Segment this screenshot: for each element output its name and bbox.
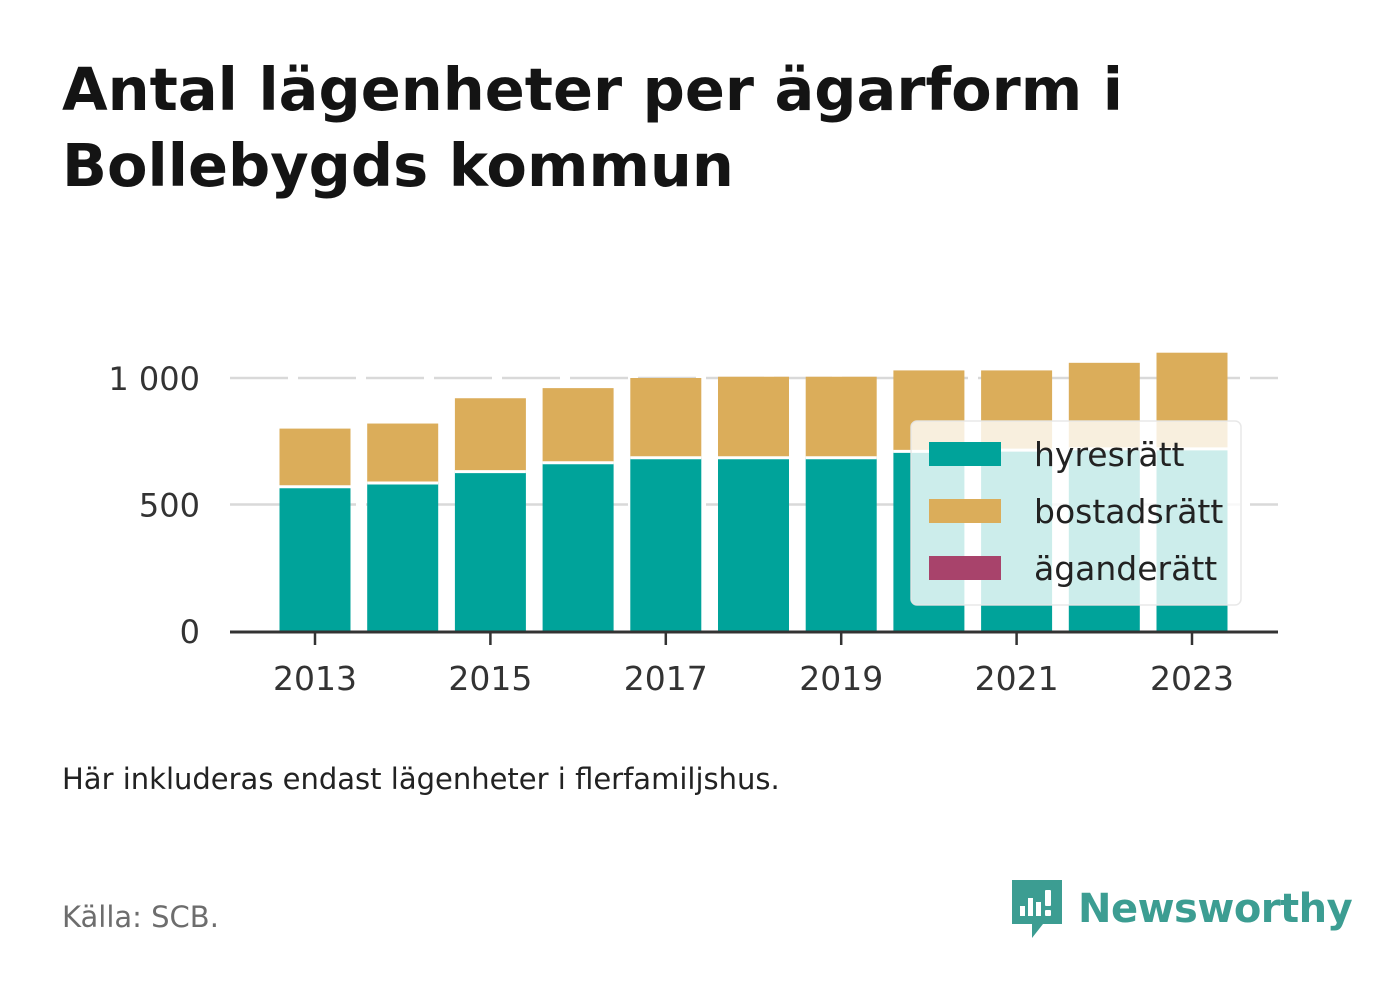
- y-tick-label: 0: [180, 613, 200, 651]
- bar-segment: [805, 376, 877, 458]
- x-tick-label: 2017: [624, 659, 708, 698]
- brand-logo[interactable]: Newsworthy: [1010, 878, 1353, 940]
- bar-segment: [279, 428, 351, 487]
- legend-swatch: [929, 556, 1001, 580]
- bar-segment: [367, 423, 439, 483]
- y-tick-label: 1 000: [108, 360, 200, 398]
- bar-segment: [630, 378, 702, 458]
- newsworthy-logo-icon: [1012, 880, 1062, 938]
- y-tick-label: 500: [139, 487, 200, 525]
- bar-segment: [542, 388, 614, 463]
- x-tick-label: 2019: [799, 659, 883, 698]
- legend-swatch: [929, 499, 1001, 523]
- chart-title: Antal lägenheter per ägarform i Bollebyg…: [62, 55, 1123, 200]
- bar-segment: [367, 482, 439, 631]
- bar-segment: [805, 457, 877, 631]
- x-axis: 2013 2015 2017 2019 2021 2023: [230, 630, 1278, 698]
- chart-note: Här inkluderas endast lägenheter i flerf…: [62, 762, 780, 796]
- source-text: Källa: SCB.: [62, 900, 219, 934]
- bar-segment: [718, 457, 789, 631]
- legend-label: äganderätt: [1034, 549, 1217, 588]
- bar-segment: [279, 486, 351, 631]
- x-tick-label: 2015: [448, 659, 532, 698]
- bars: [279, 352, 1228, 631]
- legend-swatch: [929, 442, 1001, 466]
- x-tick-label: 2023: [1150, 659, 1234, 698]
- legend-label: bostadsrätt: [1034, 492, 1223, 531]
- bar-segment: [630, 457, 702, 631]
- legend: hyresrätt bostadsrätt äganderätt: [910, 420, 1242, 606]
- brand-name: Newsworthy: [1078, 886, 1353, 932]
- y-axis-ticks: 0 500 1 000: [108, 360, 200, 651]
- bar-segment: [454, 398, 526, 472]
- bar-segment: [542, 462, 614, 631]
- legend-label: hyresrätt: [1034, 435, 1185, 474]
- x-tick-label: 2013: [273, 659, 357, 698]
- bar-segment: [718, 376, 789, 458]
- bar-segment: [454, 471, 526, 631]
- x-tick-label: 2021: [975, 659, 1059, 698]
